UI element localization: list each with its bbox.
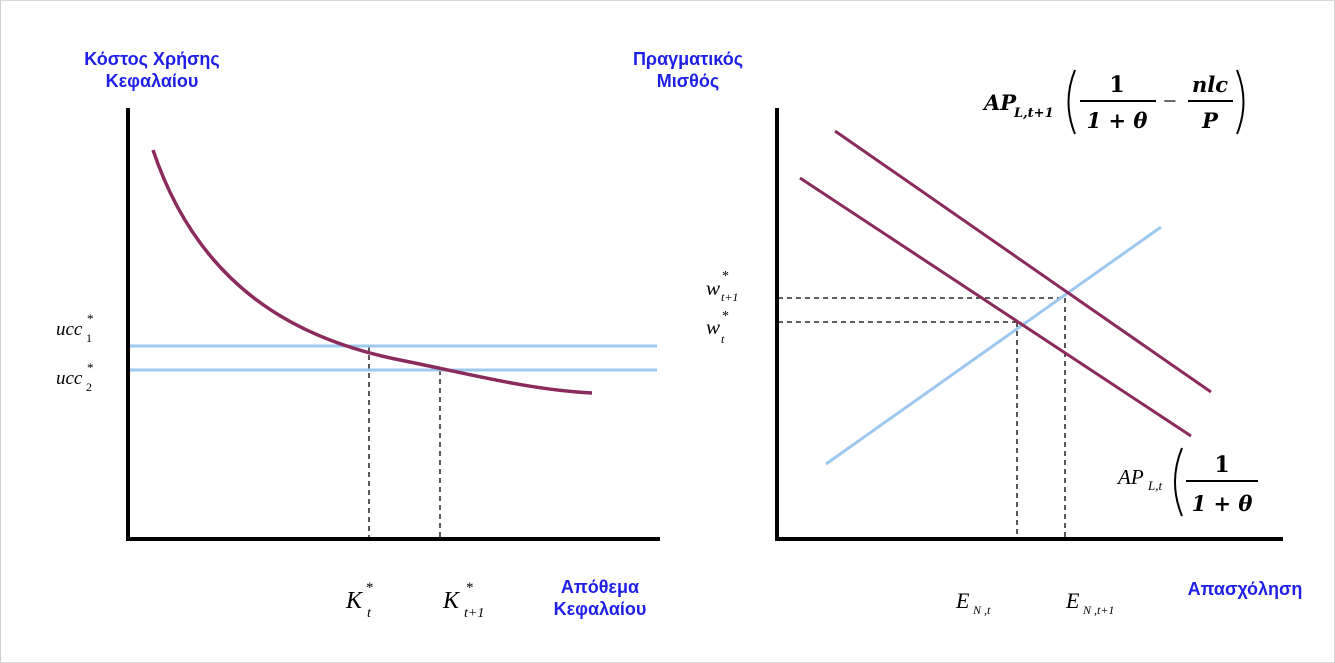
e-t1-base: E bbox=[1065, 588, 1080, 613]
formula-top-numerator2: nlc bbox=[1192, 72, 1228, 97]
k-t-sup: * bbox=[366, 580, 374, 596]
ucc1-sub: 1 bbox=[86, 331, 92, 345]
k-t-sub: t bbox=[367, 606, 372, 621]
formula-bottom-left-paren bbox=[1174, 447, 1183, 517]
e-t1-sub: N ,t+1 bbox=[1082, 603, 1114, 617]
w-t-sup: * bbox=[722, 309, 729, 324]
k-t1-base: K bbox=[442, 588, 461, 614]
formula-bottom-ap: AP bbox=[1116, 465, 1144, 489]
k-t1-sup: * bbox=[466, 580, 474, 596]
formula-bottom-denominator: 1 + θ bbox=[1192, 491, 1253, 516]
w-t-sub: t bbox=[721, 332, 725, 346]
e-t-base: E bbox=[955, 588, 970, 613]
ucc1-base: ucc bbox=[56, 319, 83, 340]
right-x-axis-title: Απασχόληση bbox=[1187, 579, 1303, 599]
w-t1-sup: * bbox=[722, 269, 729, 284]
left-x-axis-title-line1: Απόθεμα bbox=[560, 577, 640, 597]
k-t-label: K t * bbox=[345, 580, 374, 621]
formula-bottom: AP L,t 1 1 + θ bbox=[1116, 447, 1258, 517]
w-t1-base: w bbox=[706, 276, 720, 300]
left-x-axis-title: Απόθεμα Κεφαλαίου bbox=[520, 576, 680, 620]
formula-top-denominator2: P bbox=[1201, 108, 1219, 133]
formula-top-denominator: 1 + θ bbox=[1087, 108, 1148, 133]
w-t-base: w bbox=[706, 315, 720, 339]
formula-top-minus: − bbox=[1163, 89, 1177, 115]
left-x-axis-title-line2: Κεφαλαίου bbox=[553, 599, 647, 619]
labour-demand-t-line bbox=[799, 176, 1192, 438]
labour-supply-line bbox=[825, 225, 1162, 466]
ucc2-sub: 2 bbox=[86, 380, 92, 394]
formula-top-ap: AP bbox=[982, 90, 1017, 115]
ucc2-base: ucc bbox=[56, 368, 83, 389]
left-y-axis-title: Κόστος Χρήσης Κεφαλαίου bbox=[52, 48, 252, 92]
capital-demand-curve bbox=[151, 149, 593, 395]
formula-top-numerator: 1 bbox=[1109, 72, 1124, 98]
formula-top-right-paren bbox=[1236, 69, 1245, 135]
ucc2-label: ucc 2 * bbox=[56, 360, 94, 394]
right-y-axis-title: Πραγματικός Μισθός bbox=[588, 48, 788, 92]
formula-top: AP L,t+1 1 1 + θ − nlc P bbox=[982, 69, 1245, 135]
ucc1-label: ucc 1 * bbox=[56, 311, 94, 345]
k-t1-sub: t+1 bbox=[464, 606, 484, 621]
w-t1-sub: t+1 bbox=[721, 290, 738, 304]
w-t1-label: w t+1 * bbox=[706, 269, 738, 304]
e-t-sub: N ,t bbox=[972, 603, 991, 617]
k-t1-label: K t+1 * bbox=[442, 580, 484, 621]
left-y-axis-title-line2: Κεφαλαίου bbox=[105, 71, 199, 91]
e-t1-label: E N ,t+1 bbox=[1065, 588, 1114, 617]
labour-demand-t1-line bbox=[834, 129, 1212, 394]
left-y-axis-title-line1: Κόστος Χρήσης bbox=[84, 49, 220, 69]
w-t-label: w t * bbox=[706, 309, 729, 346]
right-y-axis-title-line1: Πραγματικός bbox=[632, 49, 744, 69]
right-y-axis-title-line2: Μισθός bbox=[656, 71, 720, 91]
formula-top-left-paren bbox=[1067, 69, 1076, 135]
k-t-base: K bbox=[345, 588, 364, 614]
formula-bottom-numerator: 1 bbox=[1214, 452, 1229, 478]
e-t-label: E N ,t bbox=[955, 588, 991, 617]
formula-top-sub: L,t+1 bbox=[1013, 106, 1054, 121]
ucc1-sup: * bbox=[87, 311, 94, 326]
ucc2-sup: * bbox=[87, 360, 94, 375]
formula-bottom-sub: L,t bbox=[1147, 478, 1162, 493]
